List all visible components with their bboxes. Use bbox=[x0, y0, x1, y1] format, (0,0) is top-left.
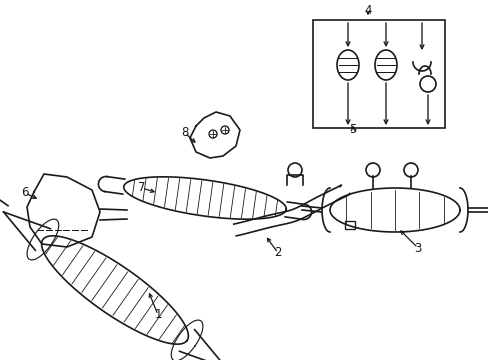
Text: 4: 4 bbox=[364, 4, 371, 17]
Text: 7: 7 bbox=[138, 181, 145, 194]
Text: 6: 6 bbox=[21, 186, 29, 199]
Text: 8: 8 bbox=[181, 126, 188, 139]
Bar bbox=[312, 20, 444, 128]
Text: 1: 1 bbox=[154, 309, 162, 321]
Text: 5: 5 bbox=[348, 123, 356, 136]
Bar bbox=[345, 221, 354, 229]
Text: 2: 2 bbox=[274, 247, 281, 260]
Text: 3: 3 bbox=[413, 242, 421, 255]
